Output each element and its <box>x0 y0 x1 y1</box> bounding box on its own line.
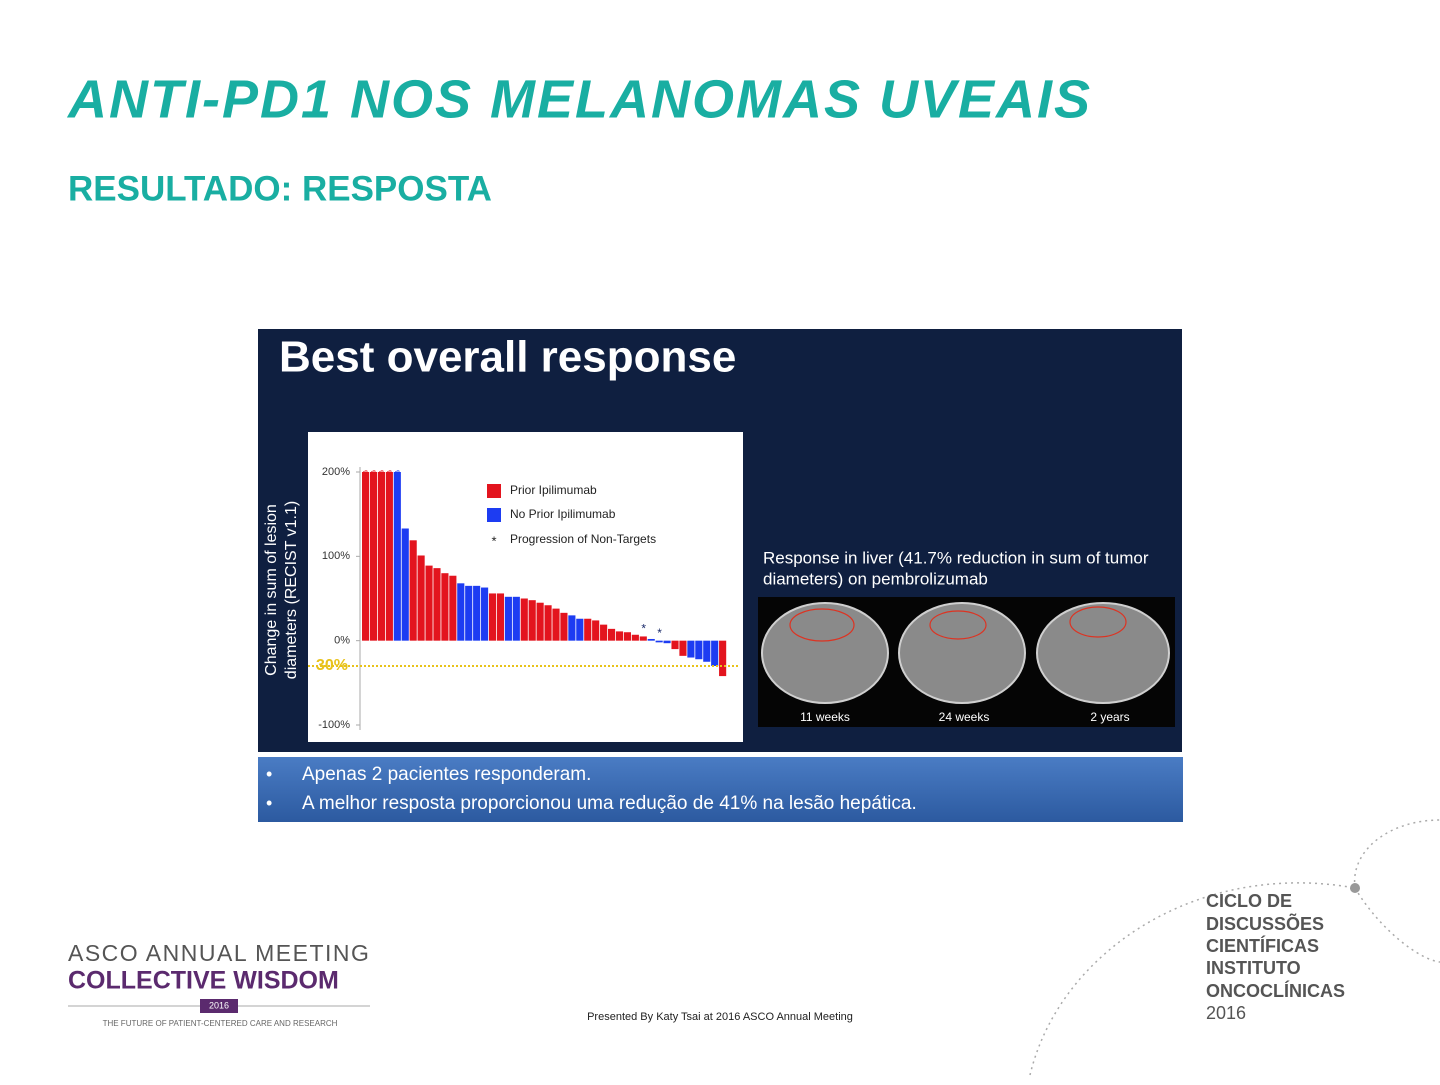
bar <box>417 555 425 641</box>
decor <box>1029 819 1440 1076</box>
ct-scans <box>761 602 1170 704</box>
value-label: +430% <box>371 469 377 489</box>
caption: Response in liver (41.7% reduction in su… <box>763 548 1149 567</box>
bar <box>409 540 417 641</box>
bar <box>362 472 370 641</box>
logo-text: ONCOCLÍNICAS <box>1206 980 1345 1001</box>
bar <box>687 640 695 658</box>
value-label: +300% <box>379 469 385 489</box>
bar <box>481 587 489 641</box>
bar <box>623 632 631 641</box>
bullet: Apenas 2 pacientes responderam. <box>302 764 591 785</box>
bars <box>362 472 727 677</box>
bar <box>552 608 560 641</box>
right-logo: CICLO DE DISCUSSÕES CIENTÍFICAS INSTITUT… <box>1206 891 1345 1023</box>
bar <box>600 624 608 641</box>
legend-swatch <box>487 508 501 522</box>
scan-label: 2 years <box>1090 710 1129 724</box>
bar <box>536 602 544 641</box>
bar <box>639 636 647 641</box>
caption: diameters) on pembrolizumab <box>763 569 988 588</box>
reference-label: 30% <box>316 657 348 674</box>
bar <box>433 568 441 641</box>
logo-text: 2016 <box>1206 1003 1246 1023</box>
bar <box>377 472 386 641</box>
y-tick-label: 0% <box>334 635 350 647</box>
logo-badge <box>200 999 238 1013</box>
bar <box>401 528 409 641</box>
bar <box>449 575 457 641</box>
bar <box>528 600 536 641</box>
value-label: +227% <box>387 469 393 489</box>
value-label: +223% <box>395 469 401 489</box>
logo-text: ASCO ANNUAL MEETING <box>68 940 370 966</box>
bar <box>592 620 600 641</box>
bar <box>647 638 655 641</box>
bar <box>544 605 552 641</box>
bar <box>512 596 520 641</box>
bar <box>441 573 449 641</box>
legend-label: No Prior Ipilimumab <box>510 507 616 521</box>
bullet: A melhor resposta proporcionou uma reduç… <box>302 793 917 814</box>
panel-title: Best overall response <box>279 333 736 382</box>
bullet-dot: • <box>266 793 272 813</box>
marker: * <box>657 626 662 640</box>
y-axis-label: diameters (RECIST v1.1) <box>283 501 300 679</box>
bar <box>576 618 584 641</box>
bar <box>679 640 687 656</box>
legend-swatch: * <box>491 533 496 548</box>
bar <box>520 598 528 641</box>
logo-text: COLLECTIVE WISDOM <box>68 967 339 995</box>
bar <box>568 615 576 641</box>
bar <box>457 583 465 641</box>
bar <box>655 640 663 643</box>
bar <box>504 596 512 641</box>
bar <box>584 618 592 641</box>
logo-text: CIENTÍFICAS <box>1206 935 1319 956</box>
scan-label: 24 weeks <box>939 710 990 724</box>
legend-label: Prior Ipilimumab <box>510 483 597 497</box>
decor-dot <box>1350 883 1360 893</box>
bar <box>671 640 679 650</box>
subtitle: RESULTADO: RESPOSTA <box>68 169 492 208</box>
bar <box>663 640 671 644</box>
bar <box>711 640 719 666</box>
bullet-dot: • <box>266 764 272 784</box>
logo-text: 2016 <box>209 1000 229 1010</box>
scan-label: 11 weeks <box>800 710 850 724</box>
bar <box>607 628 616 641</box>
title: ANTI-PD1 NOS MELANOMAS UVEAIS <box>66 69 1092 129</box>
bar <box>615 631 624 641</box>
y-tick-label: 100% <box>322 550 350 562</box>
value-label: +474% <box>364 469 370 489</box>
bullet-box <box>258 757 1183 822</box>
logo-text: THE FUTURE OF PATIENT-CENTERED CARE AND … <box>103 1019 338 1028</box>
bar <box>703 640 711 662</box>
marker: * <box>641 622 646 636</box>
logo-text: INSTITUTO <box>1206 958 1301 978</box>
bar <box>425 565 433 641</box>
y-tick-label: 200% <box>322 466 350 478</box>
bar <box>560 612 568 641</box>
bar <box>719 640 727 677</box>
bar <box>631 634 639 641</box>
bar <box>496 593 505 641</box>
bar <box>369 472 378 641</box>
bar <box>465 585 473 641</box>
bar <box>393 472 401 641</box>
y-axis-label: Change in sum of lesion <box>263 504 280 676</box>
y-tick-label: -100% <box>318 719 350 731</box>
legend-swatch <box>487 484 501 498</box>
bar <box>385 472 393 641</box>
credit: Presented By Katy Tsai at 2016 ASCO Annu… <box>587 1011 853 1023</box>
bar <box>695 640 703 660</box>
logo-text: CICLO DE <box>1206 891 1292 911</box>
logo-text: DISCUSSÕES <box>1206 913 1324 934</box>
legend-label: Progression of Non-Targets <box>510 532 656 546</box>
bar <box>473 585 481 641</box>
bar <box>488 593 497 641</box>
